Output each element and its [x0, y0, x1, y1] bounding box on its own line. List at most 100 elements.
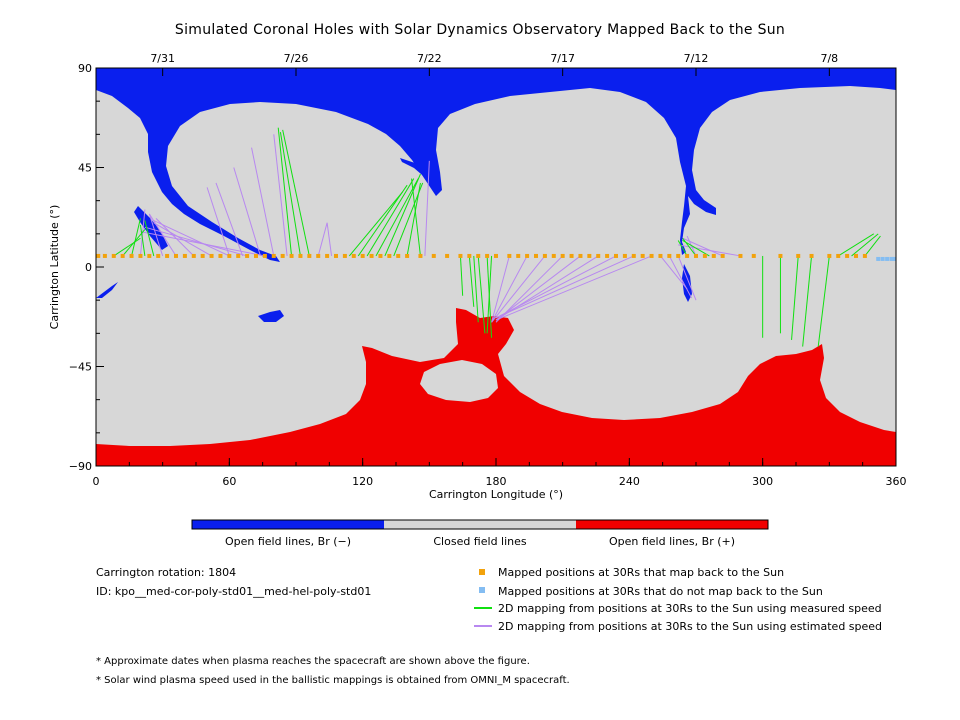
mapped-point [516, 253, 521, 258]
mapped-point [280, 253, 285, 258]
mapped-point [494, 253, 498, 258]
mapped-point [622, 253, 627, 258]
axes: 0 60 120 180 240 300 360 90 45 0 −45 −90 7/31 7/26 7/2… [48, 52, 907, 501]
mapped-point [418, 253, 423, 258]
estimated-mapping-line [233, 167, 261, 257]
estimated-mapping-line [153, 220, 230, 257]
mapped-point [694, 253, 698, 258]
mapped-point [525, 253, 530, 258]
x-tick-label: 300 [752, 475, 773, 488]
x-tick-label: 0 [93, 475, 100, 488]
note-speed: * Solar wind plasma speed used in the ba… [96, 675, 570, 686]
mapped-point [96, 253, 101, 258]
mapped-point [476, 253, 481, 258]
mapped-point [209, 253, 214, 258]
mapped-point [174, 253, 178, 258]
measured-mapping-line [477, 255, 486, 334]
open-negative-north [96, 68, 896, 262]
estimated-mapping-line [326, 222, 333, 257]
mapped-point [262, 253, 267, 258]
mapped-point [720, 253, 725, 258]
mapped-point [534, 253, 538, 258]
measured-mapping-line [677, 240, 688, 257]
mapped-point [507, 253, 512, 258]
estimated-mapping-line [317, 222, 328, 257]
date-tick-label: 7/26 [284, 52, 309, 65]
mapped-point [200, 253, 205, 258]
date-tick-label: 7/17 [550, 52, 575, 65]
mapped-point [378, 253, 383, 258]
mapped-point [778, 253, 783, 258]
measured-mapping-line [851, 233, 879, 257]
mapped-point [218, 253, 223, 258]
mapped-positions [96, 253, 896, 261]
measured-mapping-line [817, 255, 830, 347]
measured-mapping-line [468, 255, 475, 307]
estimated-speed-mappings [139, 134, 741, 323]
mapped-point [182, 253, 187, 258]
unmapped-point [885, 256, 890, 261]
mapped-point [387, 253, 392, 258]
measured-mapping-line [277, 127, 293, 256]
unmapped-point [880, 256, 885, 261]
measured-mapping-line [837, 233, 875, 257]
closed-bubble-south [420, 360, 498, 402]
measured-mapping-line [131, 218, 141, 257]
mapped-point [227, 253, 232, 258]
legend-swatch [479, 569, 485, 575]
legend-estimated: 2D mapping from positions at 30Rs to the… [498, 620, 883, 633]
mapped-point [685, 253, 690, 258]
carrington-rotation: Carrington rotation: 1804 [96, 566, 237, 579]
mapped-point [676, 253, 681, 258]
measured-mapping-line [791, 255, 799, 341]
mapped-point [836, 253, 841, 258]
measured-mapping-line [282, 129, 310, 257]
mapped-point [138, 253, 143, 258]
colorbar-closed [384, 520, 576, 529]
mapped-point [614, 253, 618, 258]
legend-marks [474, 569, 492, 627]
measured-mapping-line [406, 182, 421, 257]
colorbar-label-negative: Open field lines, Br (−) [224, 535, 352, 548]
mapped-point [854, 253, 858, 258]
date-tick-label: 7/12 [684, 52, 709, 65]
mapped-point [711, 253, 716, 258]
mapped-point [809, 253, 814, 258]
y-tick-label: −45 [69, 361, 92, 374]
estimated-mapping-line [491, 255, 546, 323]
y-tick-label: −90 [69, 460, 92, 473]
estimated-mapping-line [144, 226, 248, 257]
mapped-point [307, 253, 312, 258]
open-negative-island [258, 310, 284, 322]
colorbar-label-closed: Closed field lines [433, 535, 527, 548]
mapped-point [316, 253, 321, 258]
mapped-point [325, 253, 330, 258]
mapped-point [236, 253, 241, 258]
x-tick-label: 360 [886, 475, 907, 488]
mapped-point [369, 253, 374, 258]
legend-measured: 2D mapping from positions at 30Rs to the… [498, 602, 882, 615]
colorbar-open-negative [192, 520, 384, 529]
estimated-mapping-line [140, 231, 265, 257]
mapped-point [298, 253, 303, 258]
mapped-point [360, 253, 365, 258]
estimated-mapping-line [495, 255, 634, 319]
colorbar-open-positive [576, 520, 768, 529]
measured-speed-mappings [113, 127, 881, 347]
estimated-mapping-line [668, 255, 692, 299]
mapped-point [862, 253, 867, 258]
mapped-point [485, 253, 490, 258]
mapped-point [738, 253, 743, 258]
mapped-point [587, 253, 592, 258]
estimated-mapping-line [491, 255, 510, 323]
mapped-point [245, 253, 250, 258]
mapped-point [445, 253, 450, 258]
unmapped-point [889, 256, 894, 261]
run-id: ID: kpo__med-cor-poly-std01__med-hel-pol… [96, 585, 372, 598]
legend-mapped: Mapped positions at 30Rs that map back t… [498, 566, 785, 579]
mapped-point [165, 253, 170, 258]
measured-mapping-line [682, 240, 710, 257]
mapped-point [342, 253, 347, 258]
estimated-mapping-line [660, 255, 688, 290]
unmapped-point [876, 256, 881, 261]
